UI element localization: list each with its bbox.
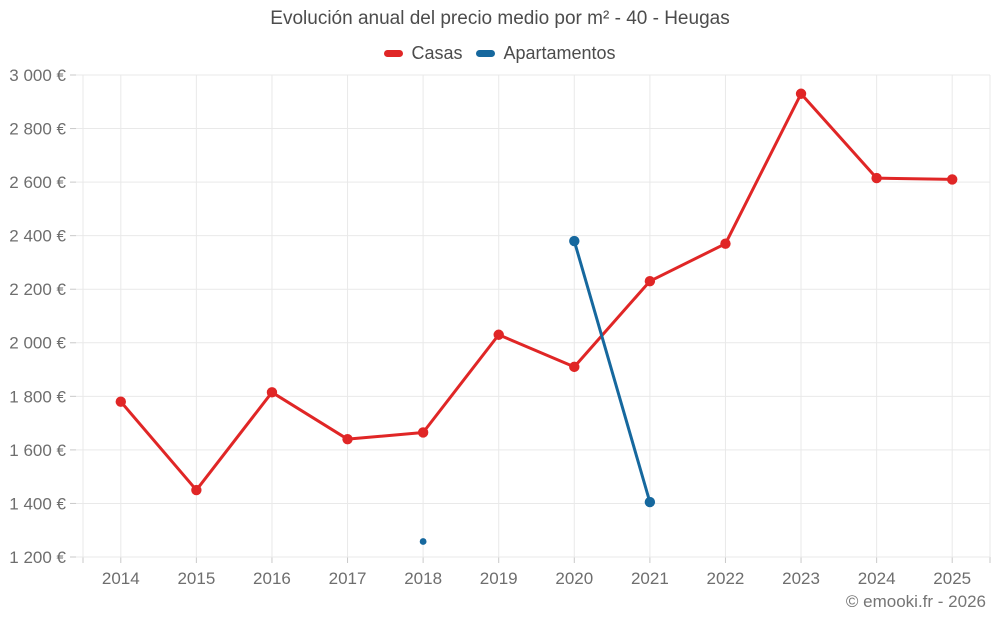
x-axis-tick-label: 2024 bbox=[858, 569, 896, 588]
series-line-casas bbox=[119, 92, 954, 492]
legend-label-apartamentos: Apartamentos bbox=[503, 43, 616, 63]
series-point-casas-2015[interactable] bbox=[191, 484, 202, 496]
legend-item-casas[interactable]: Casas bbox=[384, 43, 462, 64]
x-axis-tick-label: 2014 bbox=[102, 569, 140, 588]
series-point-casas-2023[interactable] bbox=[795, 88, 807, 99]
series-point-apartamentos-2020[interactable] bbox=[569, 235, 580, 247]
y-axis-tick-label: 2 200 € bbox=[9, 280, 66, 299]
legend: Casas Apartamentos bbox=[0, 43, 1000, 64]
series-point-casas-2025[interactable] bbox=[947, 174, 958, 185]
apartamentos-swatch-icon bbox=[476, 50, 496, 57]
y-axis-tick-label: 2 000 € bbox=[9, 334, 66, 353]
y-axis-tick-label: 1 400 € bbox=[9, 494, 66, 513]
y-axis-tick-label: 2 400 € bbox=[9, 227, 66, 246]
casas-swatch-icon bbox=[384, 50, 404, 57]
y-axis-tick-label: 1 600 € bbox=[9, 441, 66, 460]
series-point-casas-2021[interactable] bbox=[644, 275, 656, 287]
x-axis-tick-label: 2019 bbox=[480, 569, 518, 588]
y-axis-tick-label: 2 600 € bbox=[9, 173, 66, 192]
series-point-casas-2024[interactable] bbox=[871, 172, 882, 184]
series-point-casas-2019[interactable] bbox=[493, 329, 504, 340]
y-axis-tick-label: 1 200 € bbox=[9, 548, 66, 567]
legend-label-casas: Casas bbox=[411, 43, 463, 63]
series-point-casas-2014[interactable] bbox=[115, 396, 126, 407]
x-axis-tick-label: 2017 bbox=[329, 569, 367, 588]
series-point-apartamentos-2021[interactable] bbox=[644, 496, 656, 508]
x-axis-tick-label: 2022 bbox=[707, 569, 745, 588]
series-point-casas-2016[interactable] bbox=[266, 387, 278, 398]
x-axis-tick-label: 2015 bbox=[177, 569, 215, 588]
y-axis-tick-label: 3 000 € bbox=[9, 66, 66, 85]
series-point-casas-2017[interactable] bbox=[342, 433, 353, 445]
x-axis-tick-label: 2023 bbox=[782, 569, 820, 588]
x-axis-tick-label: 2016 bbox=[253, 569, 291, 588]
series-point-apartamentos-2018[interactable] bbox=[419, 538, 427, 545]
series-point-casas-2018[interactable] bbox=[417, 427, 429, 438]
x-axis-tick-label: 2020 bbox=[555, 569, 593, 588]
y-axis-tick-label: 1 800 € bbox=[9, 387, 66, 406]
footer-credit: © emooki.fr - 2026 bbox=[845, 592, 986, 611]
x-axis-tick-label: 2021 bbox=[631, 569, 669, 588]
legend-item-apartamentos[interactable]: Apartamentos bbox=[476, 43, 616, 64]
x-axis-tick-label: 2025 bbox=[933, 569, 971, 588]
series-line-apartamentos bbox=[572, 239, 652, 504]
y-axis-tick-label: 2 800 € bbox=[9, 120, 66, 139]
series-point-casas-2020[interactable] bbox=[569, 361, 580, 373]
chart-title: Evolución anual del precio medio por m² … bbox=[270, 8, 730, 29]
x-axis-tick-label: 2018 bbox=[404, 569, 442, 588]
series-point-casas-2022[interactable] bbox=[720, 238, 731, 249]
